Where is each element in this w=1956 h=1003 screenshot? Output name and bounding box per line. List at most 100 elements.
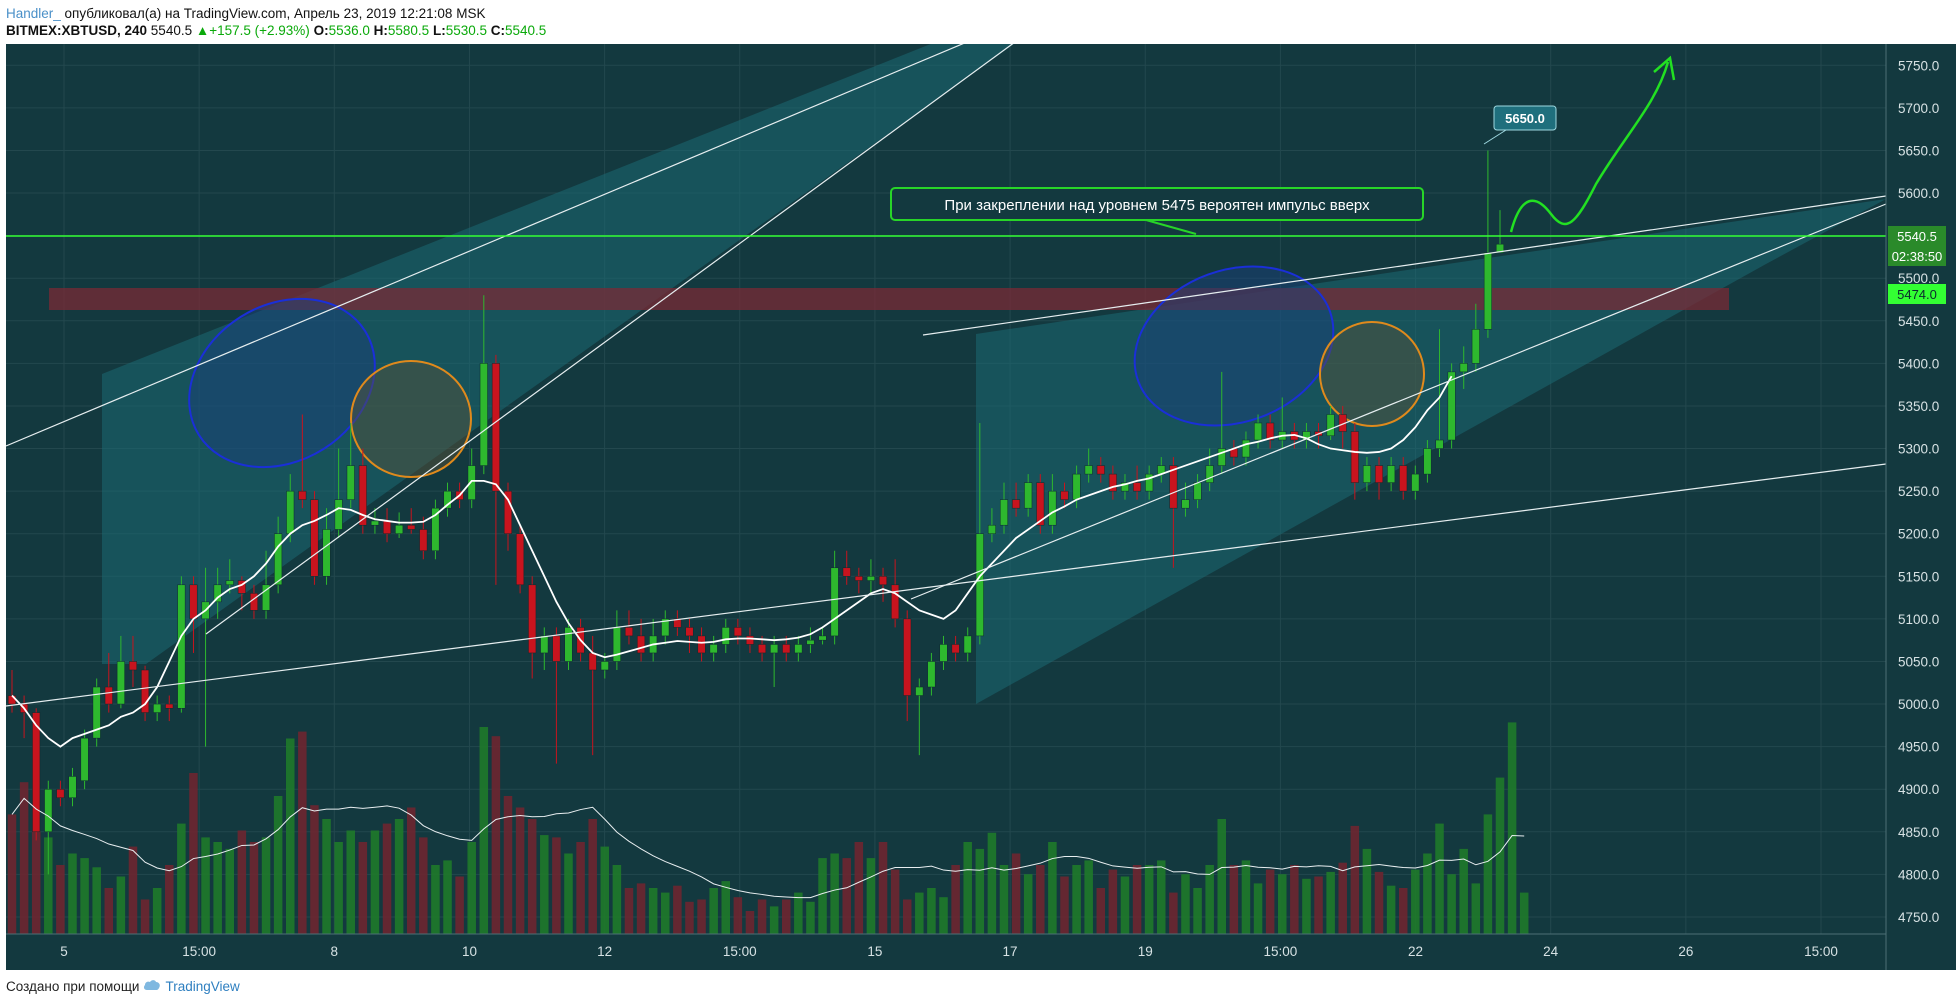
candle-body — [165, 703, 174, 709]
x-tick-label: 24 — [1543, 944, 1559, 959]
volume-bar — [1386, 885, 1396, 934]
y-tick-label: 5000.0 — [1898, 697, 1939, 712]
volume-bar — [249, 842, 259, 934]
volume-bar — [491, 736, 501, 934]
volume-bar — [902, 899, 912, 934]
volume-bar — [781, 899, 791, 934]
candle-body — [225, 580, 234, 586]
volume-bar — [552, 837, 561, 934]
trend-lines — [5, 33, 1887, 707]
candle-body — [1302, 431, 1311, 441]
candle-body — [1495, 243, 1505, 253]
candle-body — [274, 533, 283, 586]
candle-body — [1387, 465, 1396, 483]
volume-bar — [1036, 865, 1045, 934]
y-tick-label: 5300.0 — [1898, 442, 1939, 457]
candle-body — [794, 644, 803, 654]
y-tick-label: 4950.0 — [1898, 740, 1939, 755]
x-tick-label: 17 — [1003, 944, 1018, 959]
volume-bar — [661, 892, 670, 934]
candle-body — [358, 465, 367, 526]
volume-bar — [1253, 883, 1263, 934]
candle-body — [999, 499, 1009, 526]
volume-bar — [1338, 862, 1347, 934]
candle-body — [56, 788, 65, 798]
candle-body — [1326, 414, 1335, 437]
candle-body — [927, 661, 936, 688]
created-with-text: Создано при помощи — [6, 978, 140, 994]
candle-body — [1108, 473, 1117, 492]
candle-body — [842, 567, 851, 577]
volume-bar — [600, 846, 610, 934]
x-tick-label: 22 — [1408, 944, 1423, 959]
high-label: H: — [373, 23, 388, 38]
volume-bar — [806, 901, 815, 934]
volume-bar — [1241, 860, 1251, 934]
candle-body — [177, 584, 186, 709]
volume-bar — [951, 865, 960, 934]
y-tick-label: 5500.0 — [1898, 271, 1939, 286]
published-text: опубликовал(а) на TradingView.com, Апрел… — [60, 6, 486, 21]
volume-bar — [745, 911, 755, 934]
volume-bar — [382, 823, 392, 934]
candle-body — [1447, 371, 1456, 441]
y-tick-label: 5700.0 — [1898, 101, 1939, 116]
volume-bar — [673, 885, 682, 934]
volume-bar — [322, 819, 331, 934]
price-chart[interactable]: При закреплении над уровнем 5475 верояте… — [5, 14, 1956, 970]
volume-bar — [140, 899, 150, 934]
candle-body — [431, 507, 440, 551]
chart-area[interactable]: При закреплении над уровнем 5475 верояте… — [5, 14, 1956, 970]
volume-bar — [467, 842, 476, 934]
volume-bar — [1290, 865, 1299, 934]
candle-body — [1096, 465, 1105, 475]
price-axis[interactable]: 5750.05700.05650.05600.05550.05500.05450… — [1885, 44, 1939, 970]
volume-bar — [1495, 777, 1505, 934]
candle-body — [92, 686, 101, 739]
orange-circle-right — [1319, 321, 1425, 427]
volume-bar — [80, 858, 89, 934]
candle-body — [1254, 422, 1263, 441]
annotation-callout[interactable]: При закреплении над уровнем 5475 верояте… — [890, 187, 1424, 235]
candle-body — [540, 635, 549, 654]
volume-bar — [1302, 878, 1311, 934]
volume-bar — [915, 892, 924, 934]
volume-bar — [431, 865, 440, 934]
candle-body — [310, 499, 319, 577]
chart-header: Handler_ опубликовал(а) на TradingView.c… — [0, 0, 1956, 44]
peak-callout[interactable]: 5650.0 — [1483, 105, 1557, 145]
volume-bar — [1277, 874, 1287, 934]
time-axis[interactable]: 5 15:00 8 10 12 15:00 15 17 19 15:00 22 24 26 15:00 — [6, 933, 1886, 959]
volume-bar — [1411, 869, 1420, 934]
candle-body — [32, 712, 41, 833]
last-price-badge — [1888, 226, 1946, 246]
candle-body — [661, 618, 670, 637]
moving-averages — [11, 375, 1525, 899]
candle-body — [758, 644, 767, 654]
candle-body — [395, 524, 404, 534]
author-link[interactable]: Handler_ — [6, 6, 61, 21]
candle-body — [721, 627, 730, 645]
candle-body — [213, 584, 222, 603]
volume-bar — [987, 832, 997, 934]
tradingview-link[interactable]: TradingView — [165, 978, 240, 994]
annotation-text: При закреплении над уровнем 5475 верояте… — [944, 197, 1370, 214]
level-badge-text: 5474.0 — [1897, 287, 1937, 302]
close-value: 5540.5 — [505, 23, 547, 38]
volume-bar — [128, 846, 138, 934]
trendline-lower-left — [205, 33, 1027, 635]
candle-body — [830, 567, 839, 637]
volume-bar — [939, 897, 948, 934]
candle-body — [770, 644, 779, 654]
volume-bar — [237, 830, 247, 934]
y-tick-label: 5650.0 — [1898, 143, 1939, 158]
open-value: 5536.0 — [328, 23, 370, 38]
volume-bar — [1435, 823, 1444, 934]
volume-bar — [1060, 876, 1069, 934]
volume-bar — [830, 853, 839, 934]
candle-body — [745, 635, 754, 645]
candle-body — [685, 627, 694, 637]
volume-bar — [285, 738, 295, 934]
volume-bar — [757, 899, 767, 934]
volume-bar — [999, 865, 1009, 934]
